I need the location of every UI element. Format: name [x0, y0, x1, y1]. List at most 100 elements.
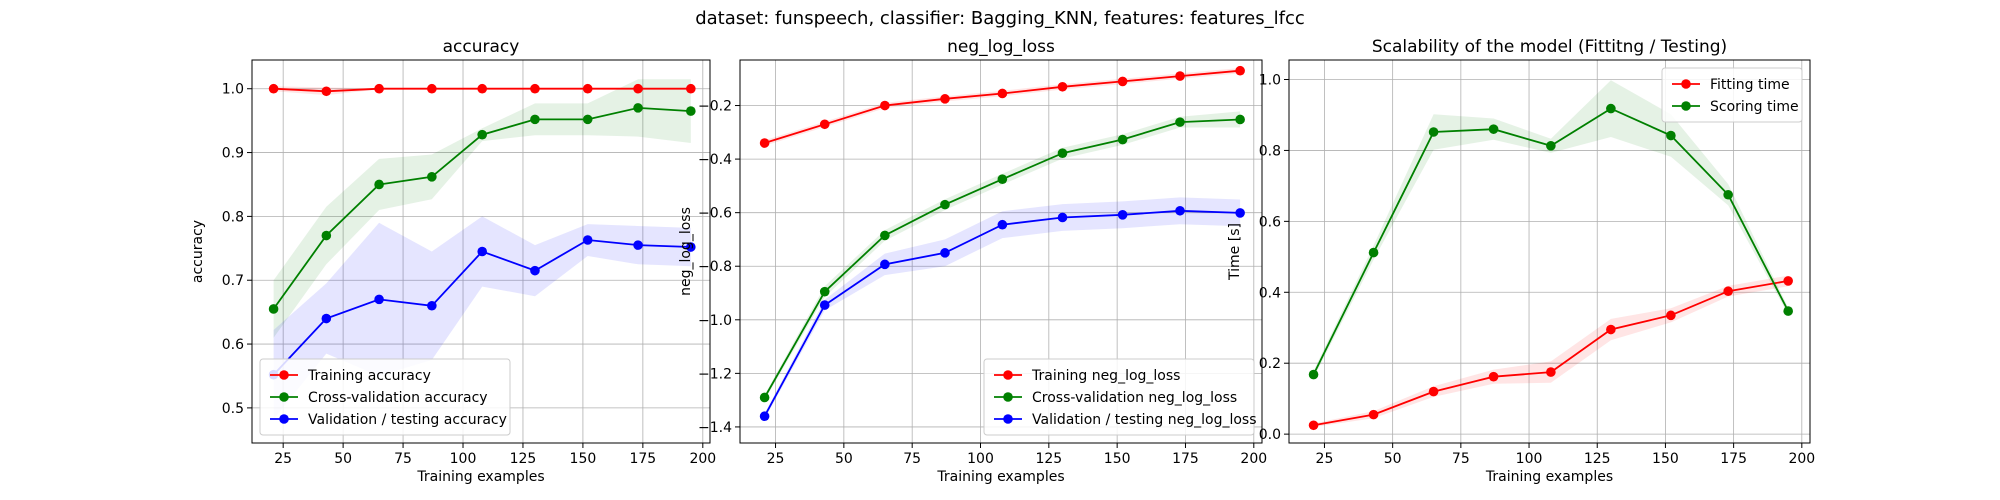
data-point [1235, 208, 1245, 218]
std-band-2 [1313, 80, 1789, 379]
x-tick-label: 175 [1720, 451, 1747, 467]
x-tick-label: 25 [274, 451, 292, 467]
data-point [374, 179, 384, 190]
x-axis-label: Training examples [416, 469, 544, 485]
data-point [477, 83, 487, 94]
y-tick-label: 1.0 [222, 82, 244, 98]
series-line-1 [1313, 280, 1789, 427]
data-point [321, 230, 332, 241]
std-band-2 [764, 111, 1241, 401]
y-tick-label: −0.2 [698, 99, 732, 115]
data-point [686, 83, 696, 94]
y-tick-label: 0.6 [1259, 214, 1281, 230]
data-point [582, 235, 593, 245]
data-point [1783, 276, 1793, 286]
x-tick-label: 100 [967, 451, 994, 467]
x-tick-label: 25 [767, 451, 785, 467]
data-point [1783, 306, 1793, 316]
data-point [1723, 189, 1733, 200]
std-band-1 [1313, 275, 1789, 427]
legend-marker [1003, 414, 1013, 424]
chart-panel-3: 25 50 75 100 125 150 175 200 0.0 0.2 0.4 0.6 0.8 1.0 S… [1227, 37, 1815, 485]
data-point [1428, 127, 1439, 137]
y-tick-label: 0.9 [222, 146, 244, 162]
chart-panel-2: 25 50 75 100 125 150 175 200 −1.4 −1.2 −1.0 −0.8 −0.… [678, 37, 1267, 485]
y-axis-label: accuracy [190, 220, 206, 283]
data-point [1117, 76, 1128, 87]
x-tick-label: 150 [1104, 451, 1131, 467]
data-point [530, 114, 540, 125]
data-point [1488, 371, 1499, 382]
legend-label: Training neg_log_loss [1031, 368, 1180, 384]
data-point [1235, 114, 1245, 125]
y-axis-label: Time [s] [1227, 223, 1243, 281]
x-tick-label: 50 [835, 451, 853, 467]
data-point [633, 240, 643, 250]
x-tick-label: 125 [1584, 451, 1611, 467]
x-tick-label: 200 [689, 451, 716, 467]
x-tick-label: 150 [1652, 451, 1679, 467]
data-point [1546, 141, 1556, 151]
legend-marker [279, 414, 289, 424]
data-point [530, 265, 540, 276]
data-point [1666, 310, 1676, 321]
data-point [427, 83, 437, 94]
x-tick-label: 50 [334, 451, 352, 467]
x-tick-label: 125 [1035, 451, 1062, 467]
chart-title: neg_log_loss [947, 37, 1055, 57]
axes-frame [1288, 59, 1811, 444]
legend-box [259, 358, 511, 436]
data-point [633, 83, 643, 94]
data-point [940, 199, 950, 210]
x-tick-label: 75 [1452, 451, 1470, 467]
legend: Training neg_log_loss Cross-validation ne… [983, 358, 1257, 436]
x-tick-label: 200 [1240, 451, 1267, 467]
data-point [374, 294, 384, 305]
data-point [819, 286, 830, 297]
x-tick-label: 125 [510, 451, 537, 467]
x-tick-label: 175 [1172, 451, 1199, 467]
data-point [530, 83, 540, 94]
x-tick-label: 75 [394, 451, 412, 467]
data-point [1175, 205, 1185, 216]
data-point [427, 300, 437, 311]
y-tick-label: −0.8 [698, 259, 732, 275]
data-point [1606, 324, 1616, 335]
y-tick-label: −0.4 [698, 152, 732, 168]
chart-title: accuracy [443, 37, 520, 57]
series-line-1 [764, 69, 1241, 144]
legend-label: Cross-validation accuracy [308, 390, 488, 406]
axes-frame [739, 59, 1263, 444]
data-point [880, 100, 890, 111]
data-point [582, 114, 593, 125]
legend-label: Validation / testing neg_log_loss [1032, 412, 1257, 428]
legend: Training accuracy Cross-validation accura… [259, 358, 511, 436]
y-tick-label: 0.6 [222, 337, 244, 353]
legend-label: Scoring time [1710, 99, 1799, 115]
data-point [686, 106, 696, 116]
legend-marker [1681, 101, 1691, 111]
data-point [940, 248, 950, 258]
legend-marker [1003, 370, 1013, 380]
data-point [268, 83, 279, 94]
data-point [1368, 247, 1379, 258]
legend-label: Training accuracy [307, 368, 431, 384]
data-point [321, 86, 332, 97]
data-point [427, 172, 437, 182]
data-point [1175, 117, 1185, 127]
x-tick-label: 25 [1316, 451, 1334, 467]
legend-marker [279, 392, 289, 402]
series-line-2 [763, 118, 1241, 398]
data-point [997, 219, 1008, 230]
figure-suptitle: dataset: funspeech, classifier: Bagging_… [695, 8, 1305, 29]
data-point [477, 129, 487, 140]
y-tick-label: 0.8 [222, 209, 244, 225]
data-point [1175, 71, 1185, 81]
legend-marker [1003, 392, 1013, 402]
x-tick-label: 150 [570, 451, 597, 467]
data-point [819, 300, 830, 310]
legend-label: Fitting time [1710, 77, 1790, 93]
data-point [1723, 286, 1733, 297]
y-tick-label: 0.7 [222, 273, 244, 289]
